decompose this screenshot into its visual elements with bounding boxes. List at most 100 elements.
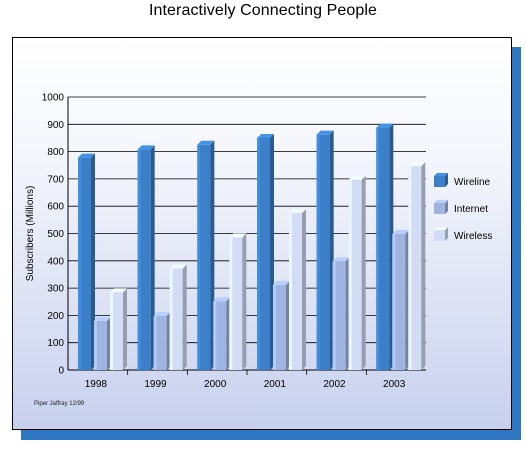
x-tick-label: 2002: [323, 379, 346, 390]
bar-front: [213, 301, 227, 370]
bar-highlight: [316, 134, 320, 370]
bars: [78, 123, 426, 371]
bar-highlight: [332, 261, 336, 370]
y-tick-label: 0: [58, 366, 64, 377]
bar-top: [94, 316, 111, 321]
legend-swatch: [434, 203, 445, 214]
legend-swatch-side: [445, 173, 448, 187]
bar-wireless-2001: [289, 209, 306, 370]
legend-item-wireless: Wireless: [434, 227, 492, 242]
bar-internet-2002: [332, 257, 350, 370]
bar-wireline-2003: [376, 123, 394, 371]
bar-top: [78, 153, 95, 158]
bar-wireless-2003: [408, 162, 426, 370]
bar-side: [242, 233, 247, 370]
bar-internet-2001: [273, 280, 290, 370]
x-tick-label: 2001: [264, 379, 287, 390]
bar-top: [408, 162, 426, 167]
y-tick-label: 1000: [42, 93, 65, 104]
bar-highlight: [376, 127, 380, 371]
legend-item-internet: Internet: [434, 200, 488, 215]
bar-top: [289, 209, 306, 214]
bar-highlight: [137, 149, 141, 370]
bar-highlight: [197, 144, 201, 370]
bar-front: [348, 179, 362, 370]
bar-highlight: [289, 213, 292, 370]
legend-swatch-side: [445, 227, 448, 241]
bar-top: [348, 175, 366, 180]
legend-item-wireline: Wireline: [434, 173, 491, 188]
legend-swatch-top: [434, 173, 448, 176]
bar-internet-1998: [94, 316, 111, 370]
bar-highlight: [229, 237, 233, 370]
bar-highlight: [169, 268, 173, 370]
bar-front: [153, 315, 167, 370]
legend-swatch-side: [445, 200, 448, 214]
page-title: Interactively Connecting People: [148, 2, 378, 19]
bar-front: [229, 237, 243, 370]
bar-top: [197, 140, 215, 145]
bar-top: [229, 233, 247, 238]
bar-side: [361, 175, 366, 370]
bar-wireline-2002: [316, 130, 334, 370]
bar-highlight: [213, 301, 217, 370]
bar-wireline-2001: [257, 133, 274, 370]
bar-internet-2000: [213, 297, 231, 370]
bar-top: [169, 264, 187, 269]
bar-top: [257, 133, 274, 138]
bar-top: [213, 297, 231, 302]
y-tick-label: 600: [47, 202, 64, 213]
bar-top: [316, 130, 334, 135]
bar-wireless-1998: [110, 288, 127, 370]
x-tick-label: 2000: [204, 379, 227, 390]
bar-top: [137, 145, 155, 150]
bar-front: [316, 134, 330, 370]
bar-top: [153, 311, 171, 316]
bar-side: [150, 145, 155, 370]
y-tick-label: 100: [47, 338, 64, 349]
bar-highlight: [408, 166, 412, 370]
legend-swatch-top: [434, 227, 448, 230]
bar-top: [273, 280, 290, 285]
y-tick-label: 700: [47, 174, 64, 185]
legend-swatch: [434, 230, 445, 241]
x-tick-labels: 1998 1999 2000 2001 2002 2003: [85, 370, 406, 390]
y-tick-label: 400: [47, 256, 64, 267]
bar-wireless-2002: [348, 175, 366, 370]
source-note: Piper Jaffray 12/99: [34, 401, 85, 407]
legend-label: Wireline: [454, 177, 491, 188]
bar-highlight: [94, 320, 97, 370]
bar-highlight: [153, 315, 157, 370]
bar-front: [257, 137, 270, 370]
bar-internet-2003: [392, 230, 410, 370]
bar-highlight: [257, 137, 260, 370]
y-tick-label: 300: [47, 284, 64, 295]
legend-swatch: [434, 176, 445, 187]
legend-swatch-top: [434, 200, 448, 203]
bar-top: [392, 230, 410, 235]
bar-front: [289, 213, 302, 370]
bar-side: [91, 153, 95, 370]
bar-top: [110, 288, 127, 293]
bar-front: [78, 157, 91, 370]
x-tick-label: 2003: [383, 379, 406, 390]
bar-wireline-2000: [197, 140, 215, 370]
bar-wireline-1999: [137, 145, 155, 370]
y-tick-label: 900: [47, 120, 64, 131]
bar-front: [392, 234, 406, 370]
bar-internet-1999: [153, 311, 171, 370]
legend-label: Internet: [454, 204, 488, 215]
legend: Wireline Internet Wireless: [434, 173, 492, 242]
bar-highlight: [392, 234, 396, 370]
bar-front: [169, 268, 183, 370]
bar-highlight: [273, 284, 276, 370]
bar-wireless-2000: [229, 233, 247, 370]
bar-front: [376, 127, 390, 371]
bar-front: [408, 166, 422, 370]
bar-side: [421, 162, 426, 370]
bar-top: [332, 257, 350, 262]
bar-front: [110, 292, 123, 370]
bar-wireline-1998: [78, 153, 95, 370]
y-tick-label: 200: [47, 311, 64, 322]
